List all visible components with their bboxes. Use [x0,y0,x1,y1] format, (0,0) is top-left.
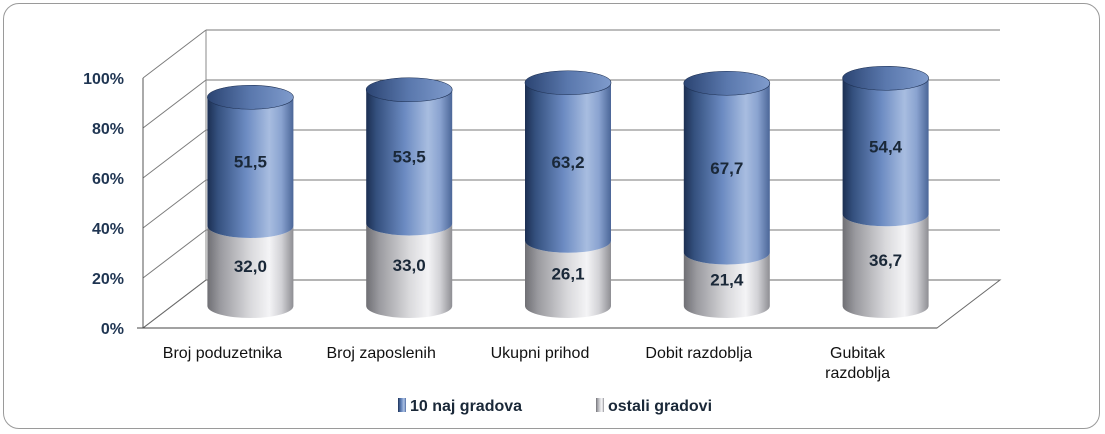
x-tick-label: Ukupni prihod [491,345,590,362]
y-tick-label: 100% [83,71,124,88]
bar-stack [683,70,771,318]
bar-segment-ostali-gradovi [525,240,611,318]
bar-stack [207,84,294,318]
legend-label: ostali gradovi [608,398,712,415]
legend-swatch [596,398,604,412]
bar-segment-10-naj-gradova [366,89,453,236]
data-label-10-naj-gradova: 63,2 [551,153,584,172]
y-tick-label: 0% [101,321,124,338]
y-tick-label: 40% [92,221,124,238]
gridline-diagonal [142,129,207,179]
data-label-ostali-gradovi: 33,0 [393,256,426,275]
gridline-diagonal [142,79,207,129]
y-tick-label: 60% [92,171,124,188]
data-label-ostali-gradovi: 26,1 [551,264,584,283]
data-label-10-naj-gradova: 54,4 [869,137,903,156]
bar-segment-10-naj-gradova [525,82,611,253]
bar-segment-10-naj-gradova [207,97,294,238]
bar-top-cap [365,77,453,103]
bar-top-cap [683,70,771,96]
data-label-10-naj-gradova: 51,5 [234,153,267,172]
bar-top-cap [842,65,929,91]
bar-segment-ostali-gradovi [842,214,929,318]
bar-segment-10-naj-gradova [683,83,770,265]
bar-top-cap [524,70,612,96]
data-label-ostali-gradovi: 21,4 [710,270,744,289]
gridline-diagonal [142,229,207,279]
bar-segment-ostali-gradovi [207,226,294,318]
bar-segment-10-naj-gradova [842,78,929,227]
bar-stack [365,77,453,318]
bar-segment-ostali-gradovi [683,252,770,318]
gridline-diagonal [142,29,207,79]
legend: 10 naj gradova ostali gradovi [398,398,712,415]
x-tick-label: Gubitak [830,345,886,362]
bar-stack [524,70,612,318]
x-tick-label: Dobit razdoblja [645,345,752,362]
data-label-ostali-gradovi: 32,0 [234,257,267,276]
bar-segment-ostali-gradovi [366,223,453,318]
legend-swatch [398,398,406,412]
legend-label: 10 naj gradova [410,398,522,415]
data-label-ostali-gradovi: 36,7 [869,251,902,270]
gridline-diagonal [142,179,207,229]
bar-stack [842,65,929,318]
data-label-10-naj-gradova: 53,5 [393,148,426,167]
bar-top-cap [207,84,294,110]
y-tick-label: 80% [92,121,124,138]
data-label-10-naj-gradova: 67,7 [710,159,743,178]
y-tick-label: 20% [92,271,124,288]
x-tick-label: Broj poduzetnika [163,345,282,362]
x-tick-label: Broj zaposlenih [326,345,435,362]
x-tick-label: razdoblja [825,365,890,382]
